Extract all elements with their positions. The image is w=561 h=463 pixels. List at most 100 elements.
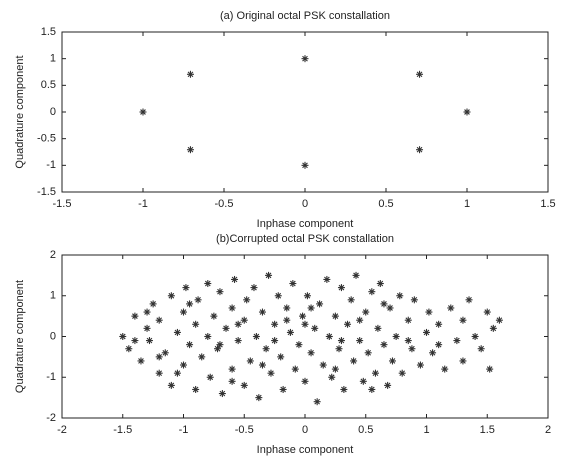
point-stroke bbox=[263, 345, 269, 352]
point-stroke bbox=[454, 337, 460, 344]
point-stroke bbox=[277, 354, 284, 360]
point bbox=[374, 324, 382, 332]
point-stroke bbox=[192, 386, 199, 393]
point-stroke bbox=[146, 337, 153, 344]
point-stroke bbox=[311, 325, 318, 332]
x-tick-label: 0.5 bbox=[378, 198, 393, 210]
point-stroke bbox=[356, 317, 363, 324]
point bbox=[465, 296, 473, 304]
point bbox=[335, 345, 343, 353]
point-stroke bbox=[405, 317, 412, 324]
point-stroke bbox=[268, 370, 274, 377]
point bbox=[301, 377, 309, 385]
point bbox=[416, 146, 424, 154]
point bbox=[410, 296, 418, 304]
point bbox=[125, 345, 133, 353]
point-stroke bbox=[271, 337, 278, 344]
point-stroke bbox=[423, 329, 430, 336]
point-stroke bbox=[180, 362, 187, 368]
point bbox=[331, 365, 339, 373]
point bbox=[337, 337, 345, 345]
point-stroke bbox=[324, 276, 330, 283]
x-tick-label: 0 bbox=[302, 424, 308, 436]
point bbox=[271, 320, 279, 328]
point bbox=[319, 361, 327, 369]
point bbox=[325, 333, 333, 340]
point bbox=[429, 349, 437, 357]
point-stroke bbox=[241, 382, 248, 389]
point bbox=[255, 394, 263, 402]
point bbox=[316, 300, 324, 308]
point-stroke bbox=[377, 280, 384, 287]
point-stroke bbox=[429, 349, 436, 356]
point-stroke bbox=[389, 358, 396, 364]
point-stroke bbox=[251, 284, 257, 291]
point-stroke bbox=[409, 345, 415, 352]
point-stroke bbox=[204, 333, 211, 340]
x-tick-label: 0 bbox=[302, 198, 308, 210]
point-stroke bbox=[156, 317, 163, 324]
point-stroke bbox=[247, 358, 254, 364]
point bbox=[392, 333, 400, 340]
point bbox=[408, 345, 416, 353]
point-stroke bbox=[223, 325, 229, 332]
x-tick-label: -1.5 bbox=[53, 198, 72, 210]
point bbox=[303, 292, 311, 300]
point bbox=[289, 280, 297, 288]
point bbox=[234, 337, 242, 345]
point-stroke bbox=[435, 321, 442, 328]
point bbox=[328, 373, 336, 381]
point-stroke bbox=[138, 358, 144, 364]
chart-title: (a) Original octal PSK constallation bbox=[220, 10, 390, 22]
point-stroke bbox=[365, 349, 372, 356]
point bbox=[243, 296, 251, 304]
point-stroke bbox=[435, 341, 442, 348]
point-stroke bbox=[381, 341, 387, 348]
point bbox=[416, 70, 424, 78]
point-stroke bbox=[332, 366, 339, 372]
point bbox=[398, 369, 406, 377]
point-stroke bbox=[162, 349, 169, 356]
x-tick-label: -0.5 bbox=[215, 198, 234, 210]
point-stroke bbox=[396, 292, 403, 299]
point bbox=[206, 373, 214, 381]
point-stroke bbox=[265, 272, 272, 279]
point bbox=[447, 304, 455, 312]
y-tick-label: -0.5 bbox=[37, 133, 56, 145]
point-stroke bbox=[314, 398, 320, 405]
point bbox=[301, 161, 309, 169]
point-stroke bbox=[302, 378, 308, 385]
point-stroke bbox=[168, 382, 175, 389]
y-tick-label: 2 bbox=[50, 249, 56, 261]
x-tick-label: -1 bbox=[179, 424, 189, 436]
point bbox=[459, 316, 467, 324]
point-stroke bbox=[490, 325, 497, 332]
point bbox=[161, 349, 169, 357]
point-stroke bbox=[472, 333, 478, 340]
point-stroke bbox=[302, 321, 308, 328]
point-stroke bbox=[416, 71, 423, 78]
point-stroke bbox=[187, 71, 194, 78]
y-tick-label: 0 bbox=[50, 106, 56, 118]
point-stroke bbox=[211, 313, 217, 319]
point-stroke bbox=[144, 309, 150, 315]
point bbox=[192, 385, 200, 393]
point bbox=[344, 320, 352, 328]
point-stroke bbox=[280, 386, 286, 393]
point-stroke bbox=[308, 305, 314, 311]
point bbox=[155, 369, 163, 377]
y-tick-label: -2 bbox=[46, 412, 56, 424]
x-tick-label: 1.5 bbox=[480, 424, 495, 436]
point bbox=[337, 284, 345, 292]
point-stroke bbox=[259, 362, 266, 368]
point bbox=[143, 324, 151, 332]
point-stroke bbox=[156, 370, 163, 377]
point-stroke bbox=[326, 333, 333, 340]
point-stroke bbox=[229, 378, 235, 385]
point-stroke bbox=[336, 345, 342, 352]
point-stroke bbox=[186, 341, 193, 348]
point bbox=[155, 353, 163, 361]
point-stroke bbox=[255, 394, 262, 401]
point bbox=[441, 365, 449, 373]
point bbox=[331, 312, 339, 320]
